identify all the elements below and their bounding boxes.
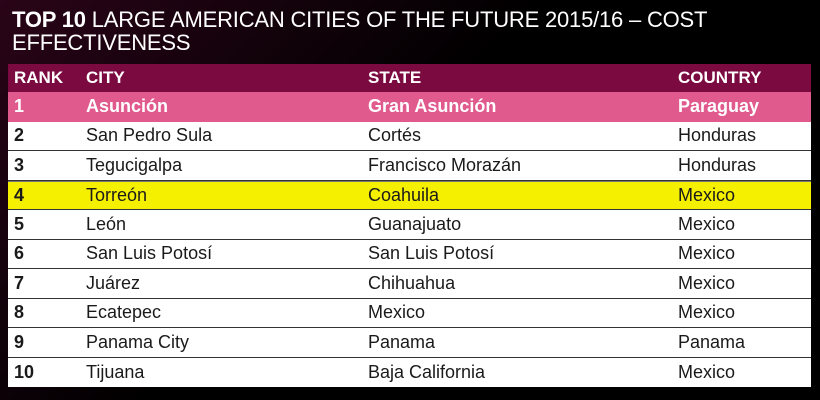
country-cell: Honduras (678, 154, 757, 175)
column-header-country: COUNTRY (678, 68, 762, 87)
state-cell: Cortés (368, 125, 422, 146)
rank-cell: 4 (14, 184, 25, 205)
state-cell: Mexico (368, 302, 426, 323)
rank-cell: 10 (14, 361, 35, 382)
table-row: 10 Tijuana Baja California Mexico (8, 358, 811, 388)
table-row: 5 León Guanajuato Mexico (8, 210, 811, 240)
state-cell: Guanajuato (368, 213, 462, 234)
city-cell: Torreón (86, 184, 148, 205)
rank-cell: 2 (14, 125, 25, 146)
rank-cell: 8 (14, 302, 25, 323)
table-row: 9 Panama City Panama Panama (8, 328, 811, 358)
country-cell: Mexico (678, 213, 736, 234)
city-cell: León (86, 213, 127, 234)
country-cell: Mexico (678, 184, 736, 205)
state-cell: Baja California (368, 361, 486, 382)
table-row: 3 Tegucigalpa Francisco Morazán Honduras (8, 151, 811, 181)
column-header-state: STATE (368, 68, 422, 87)
country-cell: Mexico (678, 272, 736, 293)
state-cell: Chihuahua (368, 272, 456, 293)
rank-cell: 6 (14, 243, 25, 264)
state-cell: Francisco Morazán (368, 154, 522, 175)
rank-cell: 5 (14, 213, 25, 234)
title-strong: TOP 10 (12, 7, 86, 32)
rank-cell: 7 (14, 272, 25, 293)
table-row: 2 San Pedro Sula Cortés Honduras (8, 122, 811, 151)
country-cell: Paraguay (678, 96, 760, 117)
table-row: 7 Juárez Chihuahua Mexico (8, 269, 811, 299)
country-cell: Mexico (678, 302, 736, 323)
country-cell: Honduras (678, 125, 757, 146)
table-row: 1 Asunción Gran Asunción Paraguay (8, 92, 811, 122)
rank-cell: 9 (14, 331, 25, 352)
city-cell: San Luis Potosí (86, 243, 213, 264)
city-cell: Tegucigalpa (86, 154, 183, 175)
country-cell: Panama (678, 331, 746, 352)
table-row: 6 San Luis Potosí San Luis Potosí Mexico (8, 240, 811, 269)
state-cell: Panama (368, 331, 436, 352)
table-row: 4 Torreón Coahuila Mexico (8, 180, 811, 210)
state-cell: Gran Asunción (368, 96, 497, 117)
country-cell: Mexico (678, 243, 736, 264)
city-cell: San Pedro Sula (86, 125, 213, 146)
ranking-table: RANK CITY STATE COUNTRY 1 Asunción Gran … (8, 64, 811, 387)
city-cell: Juárez (86, 272, 141, 293)
table-row: 8 Ecatepec Mexico Mexico (8, 299, 811, 328)
page-title: TOP 10 LARGE AMERICAN CITIES OF THE FUTU… (12, 8, 812, 54)
country-cell: Mexico (678, 361, 736, 382)
title-rest: LARGE AMERICAN CITIES OF THE FUTURE 2015… (12, 7, 707, 55)
rank-cell: 3 (14, 154, 25, 175)
column-header-rank: RANK (14, 68, 64, 87)
city-cell: Asunción (86, 96, 169, 117)
city-cell: Ecatepec (86, 302, 162, 323)
city-cell: Panama City (86, 331, 190, 352)
column-header-city: CITY (86, 68, 125, 87)
rank-cell: 1 (14, 96, 25, 117)
city-cell: Tijuana (86, 361, 145, 382)
table-header: RANK CITY STATE COUNTRY (8, 64, 811, 92)
state-cell: San Luis Potosí (368, 243, 495, 264)
state-cell: Coahuila (368, 184, 440, 205)
